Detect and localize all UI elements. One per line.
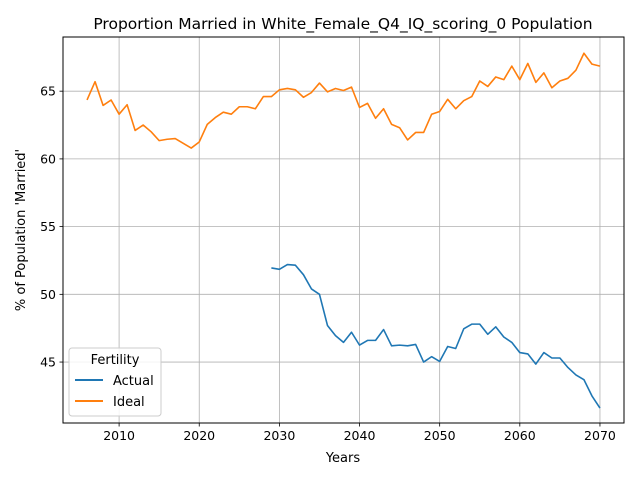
x-tick-label: 2020	[183, 428, 215, 443]
y-tick-label: 65	[40, 84, 56, 99]
x-tick-label: 2050	[424, 428, 456, 443]
x-axis-label: Years	[325, 451, 361, 466]
y-tick-label: 50	[40, 287, 56, 302]
x-axis-ticks: 2010 2020 2030 2040 2050 2060 2070	[103, 423, 616, 443]
x-tick-label: 2010	[103, 428, 135, 443]
chart-title: Proportion Married in White_Female_Q4_IQ…	[93, 15, 592, 34]
x-tick-label: 2060	[504, 428, 536, 443]
y-tick-label: 60	[40, 151, 56, 166]
legend-label-ideal: Ideal	[113, 395, 145, 410]
legend: Fertility Actual Ideal	[68, 347, 162, 417]
series-line-ideal	[86, 52, 601, 149]
y-tick-label: 55	[40, 219, 56, 234]
x-tick-label: 2040	[344, 428, 376, 443]
plot-frame	[62, 36, 625, 424]
series-layer	[86, 52, 601, 409]
x-tick-label: 2070	[584, 428, 616, 443]
y-tick-label: 45	[40, 355, 56, 370]
y-axis-label: % of Population 'Married'	[14, 149, 29, 311]
x-tick-label: 2030	[263, 428, 295, 443]
y-axis-ticks: 45 50 55 60 65	[40, 84, 63, 370]
legend-label-actual: Actual	[113, 374, 154, 389]
series-line-actual	[271, 263, 601, 409]
legend-title: Fertility	[91, 353, 140, 368]
legend-box	[68, 347, 162, 417]
